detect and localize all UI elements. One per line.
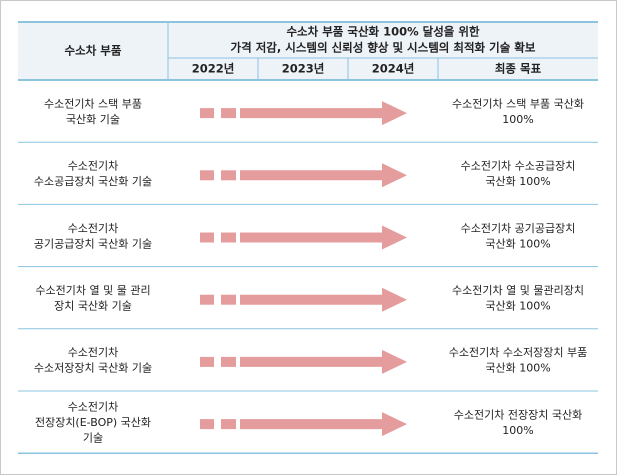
dash [200, 170, 214, 181]
cell-text: 100% [502, 113, 533, 126]
cell-text: 국산화 기술 [66, 113, 120, 126]
cell-text: 수소전기차 스택 부품 국산화 [452, 97, 584, 110]
dash [221, 419, 236, 430]
cell-text: 수소전기차 스택 부품 [44, 97, 142, 110]
cell-text: 수소전기차 [68, 160, 119, 173]
arrow [240, 225, 407, 250]
dash [200, 108, 214, 119]
dash [221, 356, 236, 367]
cell-text: 공기공급장치 국산화 기술 [34, 237, 152, 250]
cell-text: 국산화 100% [485, 362, 550, 375]
dash [200, 294, 214, 305]
cell-text: 기술 [83, 432, 103, 445]
cell-text: 국산화 100% [485, 237, 550, 250]
dash [200, 356, 214, 367]
arrow [240, 101, 407, 126]
cell-text: 전장장치(E-BOP) 국산화 [35, 416, 151, 429]
cell-text: 수소전기차 공기공급장치 [461, 222, 576, 235]
cell-text: 수소전기차 열 및 물관리장치 [452, 284, 584, 297]
cell-text: 수소전기차 수소공급장치 [461, 160, 576, 173]
dash [221, 108, 236, 119]
dash [221, 232, 236, 243]
year: 2022년 [192, 62, 235, 76]
header-text: 수소차 부품 [65, 44, 122, 58]
cell-text: 수소전기차 [68, 401, 119, 414]
cell-text: 수소전기차 열 및 물 관리 [35, 284, 150, 297]
year: 2023년 [282, 62, 325, 76]
cell-text: 수소전기차 [68, 222, 119, 235]
cell-text: 수소차 부품 국산화 100% 달성을 위한 [286, 25, 480, 39]
cell-text: 수소전기차 전장장치 국산화 [454, 408, 582, 421]
arrow [240, 412, 407, 437]
cell-text: 국산화 100% [485, 175, 550, 188]
grid [18, 21, 598, 81]
year: 2024년 [372, 62, 415, 76]
cell-text: 100% [502, 424, 533, 437]
dash [221, 170, 236, 181]
cell-text: 장치 국산화 기술 [54, 299, 132, 312]
cell-text: 가격 저감, 시스템의 신뢰성 향상 및 시스템의 최적화 기술 확보 [231, 41, 536, 55]
cell-text: 수소저장장치 국산화 기술 [34, 362, 152, 375]
cell-text: 국산화 100% [485, 299, 550, 312]
arrow [240, 349, 407, 374]
header-bg [18, 22, 598, 80]
cell-text: 수소전기차 [68, 346, 119, 359]
arrow [240, 287, 407, 312]
dash [200, 419, 214, 430]
dash [200, 232, 214, 243]
rows [18, 101, 598, 454]
arrow [240, 163, 407, 188]
header-text: 최종 목표 [495, 62, 542, 76]
cell-text: 수소공급장치 국산화 기술 [34, 175, 152, 188]
dash [221, 294, 236, 305]
cell-text: 수소전기차 수소저장장치 부품 [449, 346, 588, 359]
